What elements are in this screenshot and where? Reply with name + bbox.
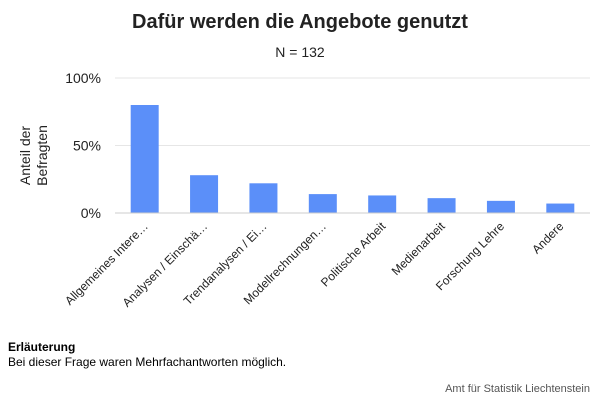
y-axis-title-line: Befragten <box>34 125 50 186</box>
y-tick-label: 50% <box>73 138 101 154</box>
chart-title: Dafür werden die Angebote genutzt <box>132 11 468 33</box>
chart-subtitle: N = 132 <box>275 44 325 60</box>
bars <box>130 105 575 213</box>
note-text: Bei dieser Frage waren Mehrfachantworten… <box>8 355 287 369</box>
bar <box>308 194 337 213</box>
y-axis-title-line: Anteil der <box>17 126 33 185</box>
grid-lines <box>115 77 590 146</box>
bar <box>427 198 456 213</box>
credits: Amt für Statistik Liechtenstein <box>445 383 590 395</box>
y-tick-label: 100% <box>65 70 101 86</box>
bar <box>486 200 515 213</box>
bar <box>190 175 219 213</box>
bar <box>130 105 159 213</box>
bar <box>368 195 397 213</box>
bar <box>546 203 575 213</box>
note-title: Erläuterung <box>8 340 76 354</box>
x-tick-label: Andere <box>529 219 566 256</box>
x-tick-label: Medienarbeit <box>389 219 448 278</box>
x-axis-ticks: Allgemeines Intere…Analysen / Einschä…Tr… <box>62 219 567 310</box>
bar <box>249 183 278 213</box>
y-tick-label: 0% <box>81 205 101 221</box>
y-axis-ticks: 0% 50% 100% <box>65 70 101 221</box>
y-axis-title: Anteil der Befragten <box>17 125 50 186</box>
